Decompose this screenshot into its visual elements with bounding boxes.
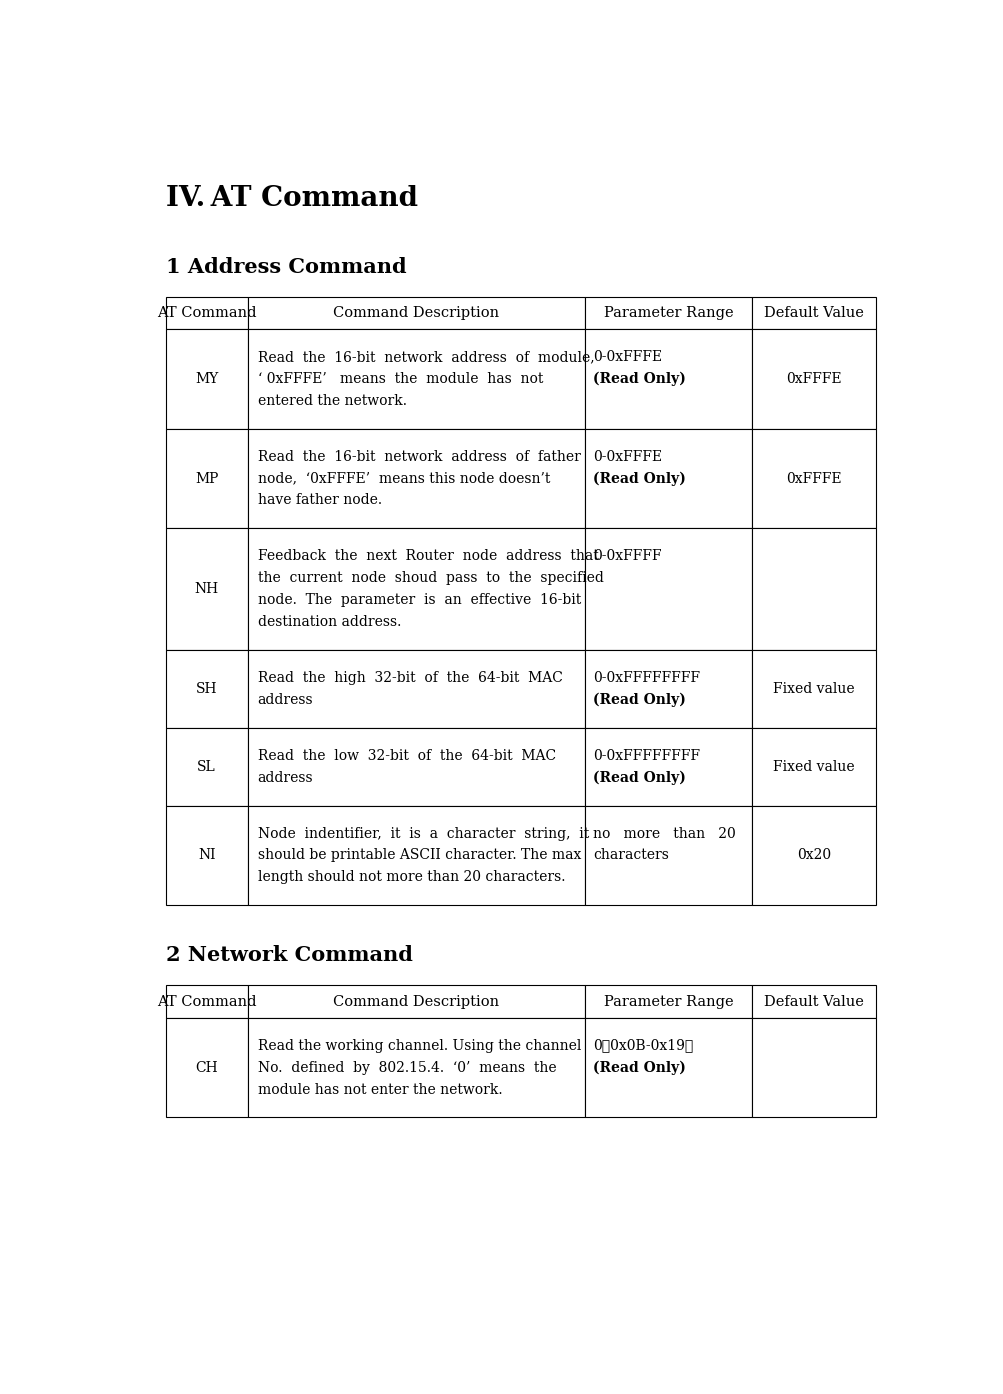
Bar — [751, 528, 876, 650]
Text: have father node.: have father node. — [258, 493, 381, 507]
Text: 0-0xFFFFFFFF: 0-0xFFFFFFFF — [592, 671, 699, 684]
Text: ‘ 0xFFFE’   means  the  module  has  not: ‘ 0xFFFE’ means the module has not — [258, 372, 543, 386]
Text: No.  defined  by  802.15.4.  ‘0’  means  the: No. defined by 802.15.4. ‘0’ means the — [258, 1061, 556, 1075]
Bar — [248, 1018, 585, 1118]
Text: destination address.: destination address. — [258, 615, 400, 629]
Bar — [751, 728, 876, 806]
Text: AT Command: AT Command — [156, 994, 256, 1009]
Text: length should not more than 20 characters.: length should not more than 20 character… — [258, 870, 565, 884]
Text: Read the working channel. Using the channel: Read the working channel. Using the chan… — [258, 1039, 581, 1052]
Bar — [248, 728, 585, 806]
Text: SH: SH — [196, 682, 218, 696]
Text: should be printable ASCII character. The max: should be printable ASCII character. The… — [258, 849, 581, 863]
Bar — [248, 429, 585, 528]
Bar — [585, 728, 751, 806]
Bar — [248, 297, 585, 329]
Text: Feedback  the  next  Router  node  address  that: Feedback the next Router node address th… — [258, 549, 598, 563]
Text: Fixed value: Fixed value — [772, 682, 855, 696]
Bar — [165, 528, 248, 650]
Text: (Read Only): (Read Only) — [592, 1061, 685, 1075]
Text: characters: characters — [592, 849, 668, 863]
Text: Parameter Range: Parameter Range — [603, 305, 732, 319]
Text: 1 Address Command: 1 Address Command — [165, 256, 406, 276]
Text: 0x20: 0x20 — [796, 849, 830, 863]
Text: 0，0x0B-0x19。: 0，0x0B-0x19。 — [592, 1039, 692, 1052]
Text: (Read Only): (Read Only) — [592, 372, 685, 386]
Text: MY: MY — [195, 372, 218, 386]
Bar — [165, 1018, 248, 1118]
Bar — [751, 1018, 876, 1118]
Bar — [751, 650, 876, 728]
Text: Read  the  low  32-bit  of  the  64-bit  MAC: Read the low 32-bit of the 64-bit MAC — [258, 749, 556, 763]
Bar — [585, 329, 751, 429]
Text: IV. AT Command: IV. AT Command — [165, 185, 417, 212]
Bar — [248, 986, 585, 1018]
Text: Default Value: Default Value — [763, 994, 864, 1009]
Bar — [585, 986, 751, 1018]
Text: Parameter Range: Parameter Range — [603, 994, 732, 1009]
Text: 0xFFFE: 0xFFFE — [785, 372, 842, 386]
Bar — [165, 728, 248, 806]
Text: address: address — [258, 693, 313, 707]
Bar — [248, 329, 585, 429]
Bar — [751, 329, 876, 429]
Bar — [751, 806, 876, 905]
Bar — [751, 986, 876, 1018]
Text: MP: MP — [195, 471, 218, 485]
Bar — [751, 297, 876, 329]
Text: the  current  node  shoud  pass  to  the  specified: the current node shoud pass to the speci… — [258, 572, 603, 585]
Bar — [165, 429, 248, 528]
Text: AT Command: AT Command — [156, 305, 256, 319]
Text: 2 Network Command: 2 Network Command — [165, 945, 412, 966]
Text: Fixed value: Fixed value — [772, 760, 855, 774]
Bar — [248, 528, 585, 650]
Bar — [585, 297, 751, 329]
Text: 0-0xFFFE: 0-0xFFFE — [592, 450, 661, 464]
Text: Command Description: Command Description — [333, 305, 498, 319]
Text: (Read Only): (Read Only) — [592, 693, 685, 707]
Text: 0-0xFFFF: 0-0xFFFF — [592, 549, 661, 563]
Text: module has not enter the network.: module has not enter the network. — [258, 1083, 502, 1097]
Bar — [165, 806, 248, 905]
Bar — [248, 806, 585, 905]
Text: NI: NI — [198, 849, 216, 863]
Bar — [585, 1018, 751, 1118]
Text: entered the network.: entered the network. — [258, 393, 406, 408]
Text: CH: CH — [196, 1061, 218, 1075]
Text: Command Description: Command Description — [333, 994, 498, 1009]
Text: Node  indentifier,  it  is  a  character  string,  it: Node indentifier, it is a character stri… — [258, 827, 589, 841]
Bar — [165, 986, 248, 1018]
Bar — [751, 429, 876, 528]
Bar — [585, 650, 751, 728]
Bar — [165, 297, 248, 329]
Text: Default Value: Default Value — [763, 305, 864, 319]
Bar — [585, 806, 751, 905]
Bar — [165, 329, 248, 429]
Bar — [248, 650, 585, 728]
Text: 0xFFFE: 0xFFFE — [785, 471, 842, 485]
Text: address: address — [258, 771, 313, 785]
Text: Read  the  16-bit  network  address  of  module,: Read the 16-bit network address of modul… — [258, 350, 594, 364]
Bar — [585, 528, 751, 650]
Text: Read  the  16-bit  network  address  of  father: Read the 16-bit network address of fathe… — [258, 450, 580, 464]
Text: 0-0xFFFE: 0-0xFFFE — [592, 350, 661, 364]
Text: (Read Only): (Read Only) — [592, 471, 685, 485]
Text: 0-0xFFFFFFFF: 0-0xFFFFFFFF — [592, 749, 699, 763]
Text: SL: SL — [198, 760, 216, 774]
Text: (Read Only): (Read Only) — [592, 771, 685, 785]
Text: no   more   than   20: no more than 20 — [592, 827, 735, 841]
Bar — [165, 650, 248, 728]
Text: node.  The  parameter  is  an  effective  16-bit: node. The parameter is an effective 16-b… — [258, 594, 581, 608]
Bar — [585, 429, 751, 528]
Text: NH: NH — [195, 583, 219, 597]
Text: node,  ‘0xFFFE’  means this node doesn’t: node, ‘0xFFFE’ means this node doesn’t — [258, 471, 550, 485]
Text: Read  the  high  32-bit  of  the  64-bit  MAC: Read the high 32-bit of the 64-bit MAC — [258, 671, 562, 684]
